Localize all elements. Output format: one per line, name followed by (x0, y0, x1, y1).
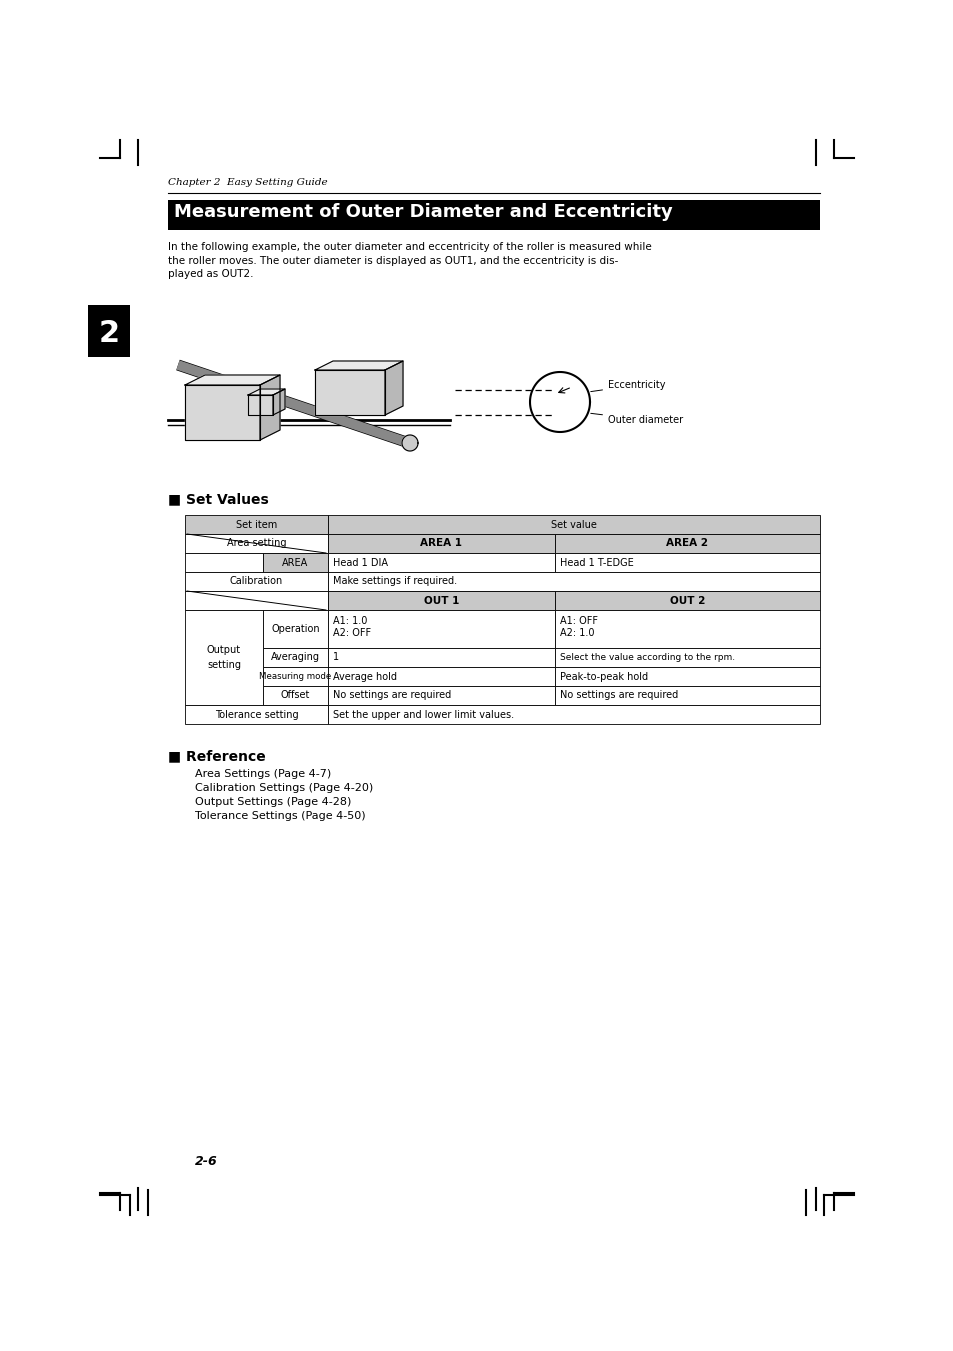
Bar (185, 571, 328, 590)
Bar (328, 553, 555, 571)
Text: Eccentricity: Eccentricity (590, 380, 665, 392)
Polygon shape (314, 370, 385, 415)
Bar (328, 515, 820, 534)
Text: Chapter 2  Easy Setting Guide: Chapter 2 Easy Setting Guide (168, 178, 327, 186)
Polygon shape (260, 376, 280, 440)
Text: Head 1 T-EDGE: Head 1 T-EDGE (559, 558, 633, 567)
Bar (555, 553, 820, 571)
Bar (185, 590, 328, 611)
Text: Measuring mode: Measuring mode (259, 671, 332, 681)
Text: the roller moves. The outer diameter is displayed as OUT1, and the eccentricity : the roller moves. The outer diameter is … (168, 255, 618, 266)
Text: AREA: AREA (282, 558, 309, 567)
Text: Calibration: Calibration (230, 577, 283, 586)
Text: 1: 1 (333, 653, 338, 662)
Bar (328, 611, 555, 648)
Bar (555, 667, 820, 686)
Bar (555, 611, 820, 648)
Text: A1: OFF: A1: OFF (559, 616, 598, 626)
Text: In the following example, the outer diameter and eccentricity of the roller is m: In the following example, the outer diam… (168, 242, 651, 253)
Text: ■ Reference: ■ Reference (168, 748, 266, 763)
Bar (328, 686, 555, 705)
Polygon shape (401, 435, 417, 451)
Bar (263, 648, 328, 667)
Bar (263, 611, 328, 648)
Text: Set value: Set value (551, 520, 597, 530)
Polygon shape (248, 394, 273, 415)
Bar (185, 611, 263, 705)
Text: Average hold: Average hold (333, 671, 396, 681)
Text: Area setting: Area setting (227, 539, 286, 549)
Bar (555, 648, 820, 667)
Bar (263, 553, 328, 571)
Bar (185, 705, 328, 724)
Polygon shape (248, 389, 285, 394)
Bar (555, 686, 820, 705)
Text: Tolerance setting: Tolerance setting (214, 709, 298, 720)
Bar (263, 686, 328, 705)
Text: A2: 1.0: A2: 1.0 (559, 628, 594, 638)
Text: ■ Set Values: ■ Set Values (168, 492, 269, 507)
Text: Averaging: Averaging (271, 653, 319, 662)
Text: played as OUT2.: played as OUT2. (168, 269, 253, 280)
Text: A2: OFF: A2: OFF (333, 628, 371, 638)
Text: Set the upper and lower limit values.: Set the upper and lower limit values. (333, 709, 514, 720)
Bar (168, 200, 820, 230)
Bar (185, 534, 328, 553)
Text: Measurement of Outer Diameter and Eccentricity: Measurement of Outer Diameter and Eccent… (173, 203, 672, 222)
Bar (328, 705, 820, 724)
Bar (328, 534, 555, 553)
Text: OUT 2: OUT 2 (669, 596, 704, 605)
Bar (263, 667, 328, 686)
Text: Area Settings (Page 4-7): Area Settings (Page 4-7) (194, 769, 331, 780)
Text: Operation: Operation (271, 624, 319, 634)
Text: Offset: Offset (280, 690, 310, 701)
Bar (555, 590, 820, 611)
Bar (328, 590, 555, 611)
Text: A1: 1.0: A1: 1.0 (333, 616, 367, 626)
Bar (555, 534, 820, 553)
Polygon shape (185, 385, 260, 440)
Polygon shape (314, 361, 402, 370)
Text: Make settings if required.: Make settings if required. (333, 577, 456, 586)
Polygon shape (273, 389, 285, 415)
Text: 2: 2 (98, 319, 119, 347)
Text: Select the value according to the rpm.: Select the value according to the rpm. (559, 653, 735, 662)
Text: Tolerance Settings (Page 4-50): Tolerance Settings (Page 4-50) (194, 811, 365, 821)
Text: Peak-to-peak hold: Peak-to-peak hold (559, 671, 647, 681)
Text: OUT 1: OUT 1 (423, 596, 458, 605)
Bar (88, 305, 130, 357)
Text: Output
setting: Output setting (207, 644, 241, 670)
Text: AREA 1: AREA 1 (420, 539, 462, 549)
Polygon shape (185, 376, 280, 385)
Bar (328, 648, 555, 667)
Text: Output Settings (Page 4-28): Output Settings (Page 4-28) (194, 797, 351, 807)
Text: Outer diameter: Outer diameter (590, 413, 682, 426)
Text: No settings are required: No settings are required (559, 690, 678, 701)
Bar (328, 667, 555, 686)
Text: Head 1 DIA: Head 1 DIA (333, 558, 388, 567)
Bar (185, 515, 328, 534)
Text: AREA 2: AREA 2 (666, 539, 708, 549)
Text: Set item: Set item (235, 520, 276, 530)
Bar (185, 553, 263, 571)
Polygon shape (385, 361, 402, 415)
Text: 2-6: 2-6 (194, 1155, 217, 1169)
Text: Calibration Settings (Page 4-20): Calibration Settings (Page 4-20) (194, 784, 373, 793)
Text: No settings are required: No settings are required (333, 690, 451, 701)
Bar (328, 571, 820, 590)
